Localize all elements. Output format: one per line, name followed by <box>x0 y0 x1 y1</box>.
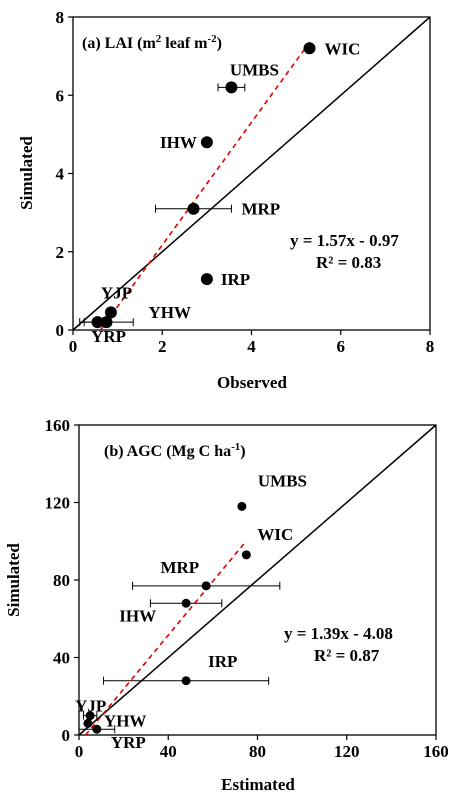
panel-b-point-label-yrp: YRP <box>111 733 146 752</box>
panel-b-title: (b) AGC (Mg C ha-1) <box>104 441 246 460</box>
panel-b-point-label-mrp: MRP <box>160 558 199 577</box>
panel-b-y-axis-label: Simulated <box>4 543 23 617</box>
panel-a-point-label-yhw: YHW <box>148 303 191 322</box>
panel-b-point-yrp <box>92 724 102 734</box>
panel-a-point-label-ihw: IHW <box>160 133 197 152</box>
panel-a-r-squared: R² = 0.83 <box>316 253 381 272</box>
panel-b-point-mrp <box>201 581 211 591</box>
panel-b-x-axis-label: Estimated <box>221 775 295 794</box>
panel-a-point-label-wic: WIC <box>325 39 361 58</box>
panel-a-y-tick-label: 6 <box>56 86 65 105</box>
panel-b-x-tick-label: 120 <box>334 742 360 761</box>
panel-a-point-label-yrp: YRP <box>91 327 126 346</box>
panel-a-title: (a) LAI (m2 leaf m-2) <box>82 33 222 52</box>
panel-a-point-ihw <box>200 136 213 149</box>
panel-b-y-tick-label: 160 <box>45 416 71 435</box>
panel-b-point-wic <box>241 550 251 560</box>
panel-b-x-tick-label: 40 <box>160 742 177 761</box>
panel-b-y-tick-label: 40 <box>53 649 70 668</box>
panel-a-y-tick-label: 2 <box>56 243 65 262</box>
panel-a-point-yjp <box>104 306 117 319</box>
panel-b-x-tick-label: 80 <box>249 742 266 761</box>
panel-b-y-tick-label: 120 <box>45 494 71 513</box>
panel-a-point-mrp <box>187 202 200 215</box>
panel-a-point-label-mrp: MRP <box>241 200 280 219</box>
panel-b-point-label-yhw: YHW <box>104 711 147 730</box>
panel-b-point-yhw <box>83 718 93 728</box>
panel-a-lai: 0 2 4 6 8 0 2 4 6 8 WIC UMBS IHW MRP IRP YJP YHW YRP (a) … <box>17 8 434 392</box>
panel-b-point-yjp <box>85 711 95 721</box>
panel-b-point-label-ihw: IHW <box>119 606 156 625</box>
panel-b-point-label-wic: WIC <box>257 525 293 544</box>
panel-a-point-irp <box>200 273 213 286</box>
panel-a-point-label-umbs: UMBS <box>230 60 279 79</box>
panel-b-point-label-umbs: UMBS <box>258 471 307 490</box>
panel-b-one-to-one-line <box>78 424 437 736</box>
panel-b-point-irp <box>181 676 191 686</box>
panel-b-point-label-yjp: YJP <box>75 697 106 716</box>
panel-a-x-tick-label: 8 <box>426 337 435 356</box>
panel-a-point-umbs <box>225 81 238 94</box>
panel-b-regression-line <box>84 540 247 736</box>
panel-a-y-tick-label: 0 <box>56 321 65 340</box>
panel-a-y-axis-label: Simulated <box>17 136 36 210</box>
panel-a-x-tick-label: 0 <box>69 337 78 356</box>
panel-a-x-tick-label: 2 <box>158 337 167 356</box>
panel-a-x-axis-label: Observed <box>217 373 287 392</box>
panel-b-point-label-irp: IRP <box>208 652 237 671</box>
panel-b-y-tick-label: 0 <box>62 726 71 745</box>
panel-a-x-tick-label: 6 <box>337 337 346 356</box>
panel-b-x-tick-label: 160 <box>423 742 449 761</box>
panel-b-point-umbs <box>237 501 247 511</box>
panel-b-y-tick-label: 80 <box>53 571 70 590</box>
panel-a-x-tick-label: 4 <box>247 337 256 356</box>
panel-b-x-tick-label: 0 <box>75 742 84 761</box>
panel-a-point-wic <box>303 42 316 55</box>
panel-b-point-ihw <box>181 598 191 608</box>
panel-b-regression-equation: y = 1.39x - 4.08 <box>284 624 393 643</box>
panel-a-point-label-yjp: YJP <box>101 283 132 302</box>
panel-a-one-to-one-line <box>72 16 431 331</box>
panel-a-point-yrp <box>91 316 104 329</box>
panel-a-y-tick-label: 4 <box>56 165 65 184</box>
panel-a-point-label-irp: IRP <box>221 270 250 289</box>
panel-a-regression-equation: y = 1.57x - 0.97 <box>290 231 399 250</box>
panel-b-agc: 0 40 80 120 160 0 40 80 120 160 UMBS WIC MRP IHW IRP YJ… <box>4 416 449 794</box>
panel-b-r-squared: R² = 0.87 <box>314 646 380 665</box>
panel-a-y-tick-label: 8 <box>56 8 65 27</box>
